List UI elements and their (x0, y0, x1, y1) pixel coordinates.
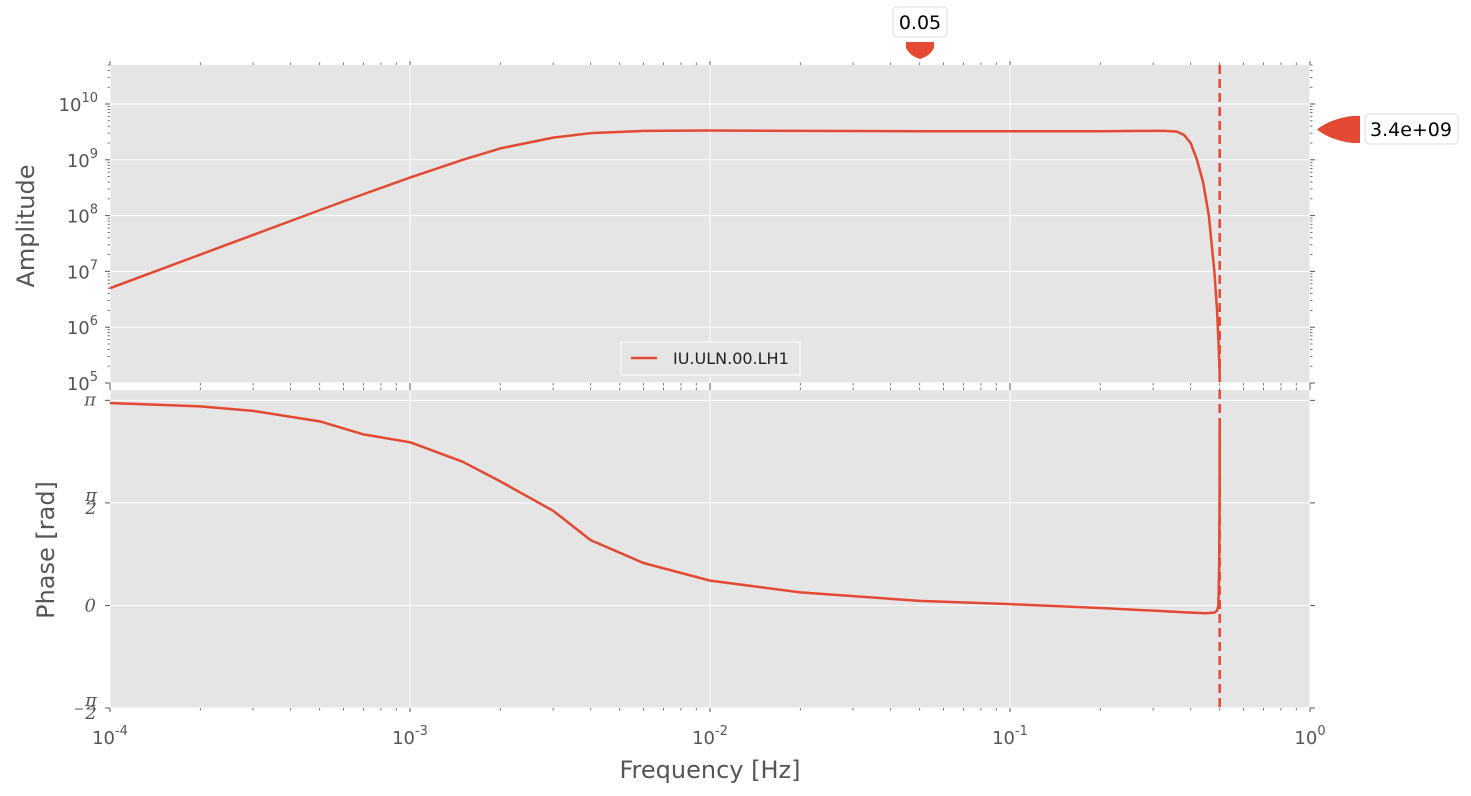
y-marker-label-box (1364, 113, 1459, 145)
y-tick-label-exponent: 10 (81, 91, 98, 106)
y-tick-label: 0 (85, 595, 96, 616)
x-marker-label-box (892, 6, 948, 38)
fraction-denominator: 2 (84, 703, 96, 724)
amplitude-axis-title: Amplitude (12, 165, 40, 288)
y-tick-label: 107 (67, 258, 98, 283)
amplitude-series-line[interactable] (109, 129, 1221, 374)
y-tick-label-base: 10 (59, 95, 82, 116)
x-tick-label-base: 10 (992, 728, 1015, 749)
x-tick-label: 10-1 (992, 724, 1028, 749)
x-tick-label-exponent: 0 (1317, 724, 1325, 739)
phase-series-line[interactable] (109, 401, 1221, 615)
y-tick-label: π (83, 389, 97, 410)
y-tick-label-base: 10 (67, 262, 90, 283)
y-tick-label-base: 10 (67, 151, 90, 172)
grid-lines (109, 65, 1311, 709)
phase-axis-title: Phase [rad] (32, 481, 60, 619)
x-tick-label-base: 10 (92, 728, 115, 749)
fraction-numerator: π (84, 485, 98, 506)
y-marker-annotation[interactable]: 3.4e+09 (1317, 113, 1459, 145)
y-tick-label-base: 10 (67, 318, 90, 339)
x-tick-label-exponent: -2 (715, 724, 728, 739)
y-marker-label: 3.4e+09 (1370, 119, 1452, 141)
x-tick-label-base: 10 (392, 728, 415, 749)
x-marker-annotation[interactable]: 0.05 (892, 6, 948, 59)
x-marker-label: 0.05 (899, 12, 941, 34)
legend-entry-label: IU.ULN.00.LH1 (673, 349, 789, 368)
y-tick-label-exponent: 9 (90, 147, 98, 162)
x-tick-label-exponent: -1 (1015, 724, 1028, 739)
y-tick-label: 105 (67, 370, 98, 395)
x-tick-label-base: 10 (1294, 728, 1317, 749)
x-axis-title: Frequency [Hz] (620, 756, 801, 784)
x-tick-label: 10-4 (92, 724, 128, 749)
y-tick-label-base: 10 (67, 374, 90, 395)
y-tick-label: 106 (67, 314, 98, 339)
y-tick-label: π2 (84, 485, 98, 519)
x-tick-label-base: 10 (692, 728, 715, 749)
x-tick-label-exponent: -3 (415, 724, 428, 739)
y-tick-label-exponent: 7 (90, 258, 98, 273)
y-tick-label: 1010 (59, 91, 98, 116)
y-tick-label-exponent: 6 (90, 314, 98, 329)
fraction-numerator: π (84, 690, 98, 711)
y-tick-label: π2 (75, 690, 98, 724)
x-tick-label: 10-2 (692, 724, 728, 749)
y-marker-icon (1317, 116, 1360, 143)
x-tick-label-exponent: -4 (115, 724, 128, 739)
y-tick-label: 108 (67, 203, 98, 228)
legend[interactable]: IU.ULN.00.LH1 (620, 341, 801, 376)
fraction-denominator: 2 (84, 498, 96, 519)
axis-ticks (105, 61, 1315, 712)
y-tick-label-exponent: 8 (90, 203, 98, 218)
series-lines[interactable] (109, 65, 1221, 708)
x-tick-label: 100 (1294, 724, 1325, 749)
x-marker-icon (906, 42, 934, 59)
y-tick-label-exponent: 5 (90, 370, 98, 385)
x-tick-label: 10-3 (392, 724, 428, 749)
y-tick-label: 109 (67, 147, 98, 172)
y-tick-label-base: 10 (67, 207, 90, 228)
